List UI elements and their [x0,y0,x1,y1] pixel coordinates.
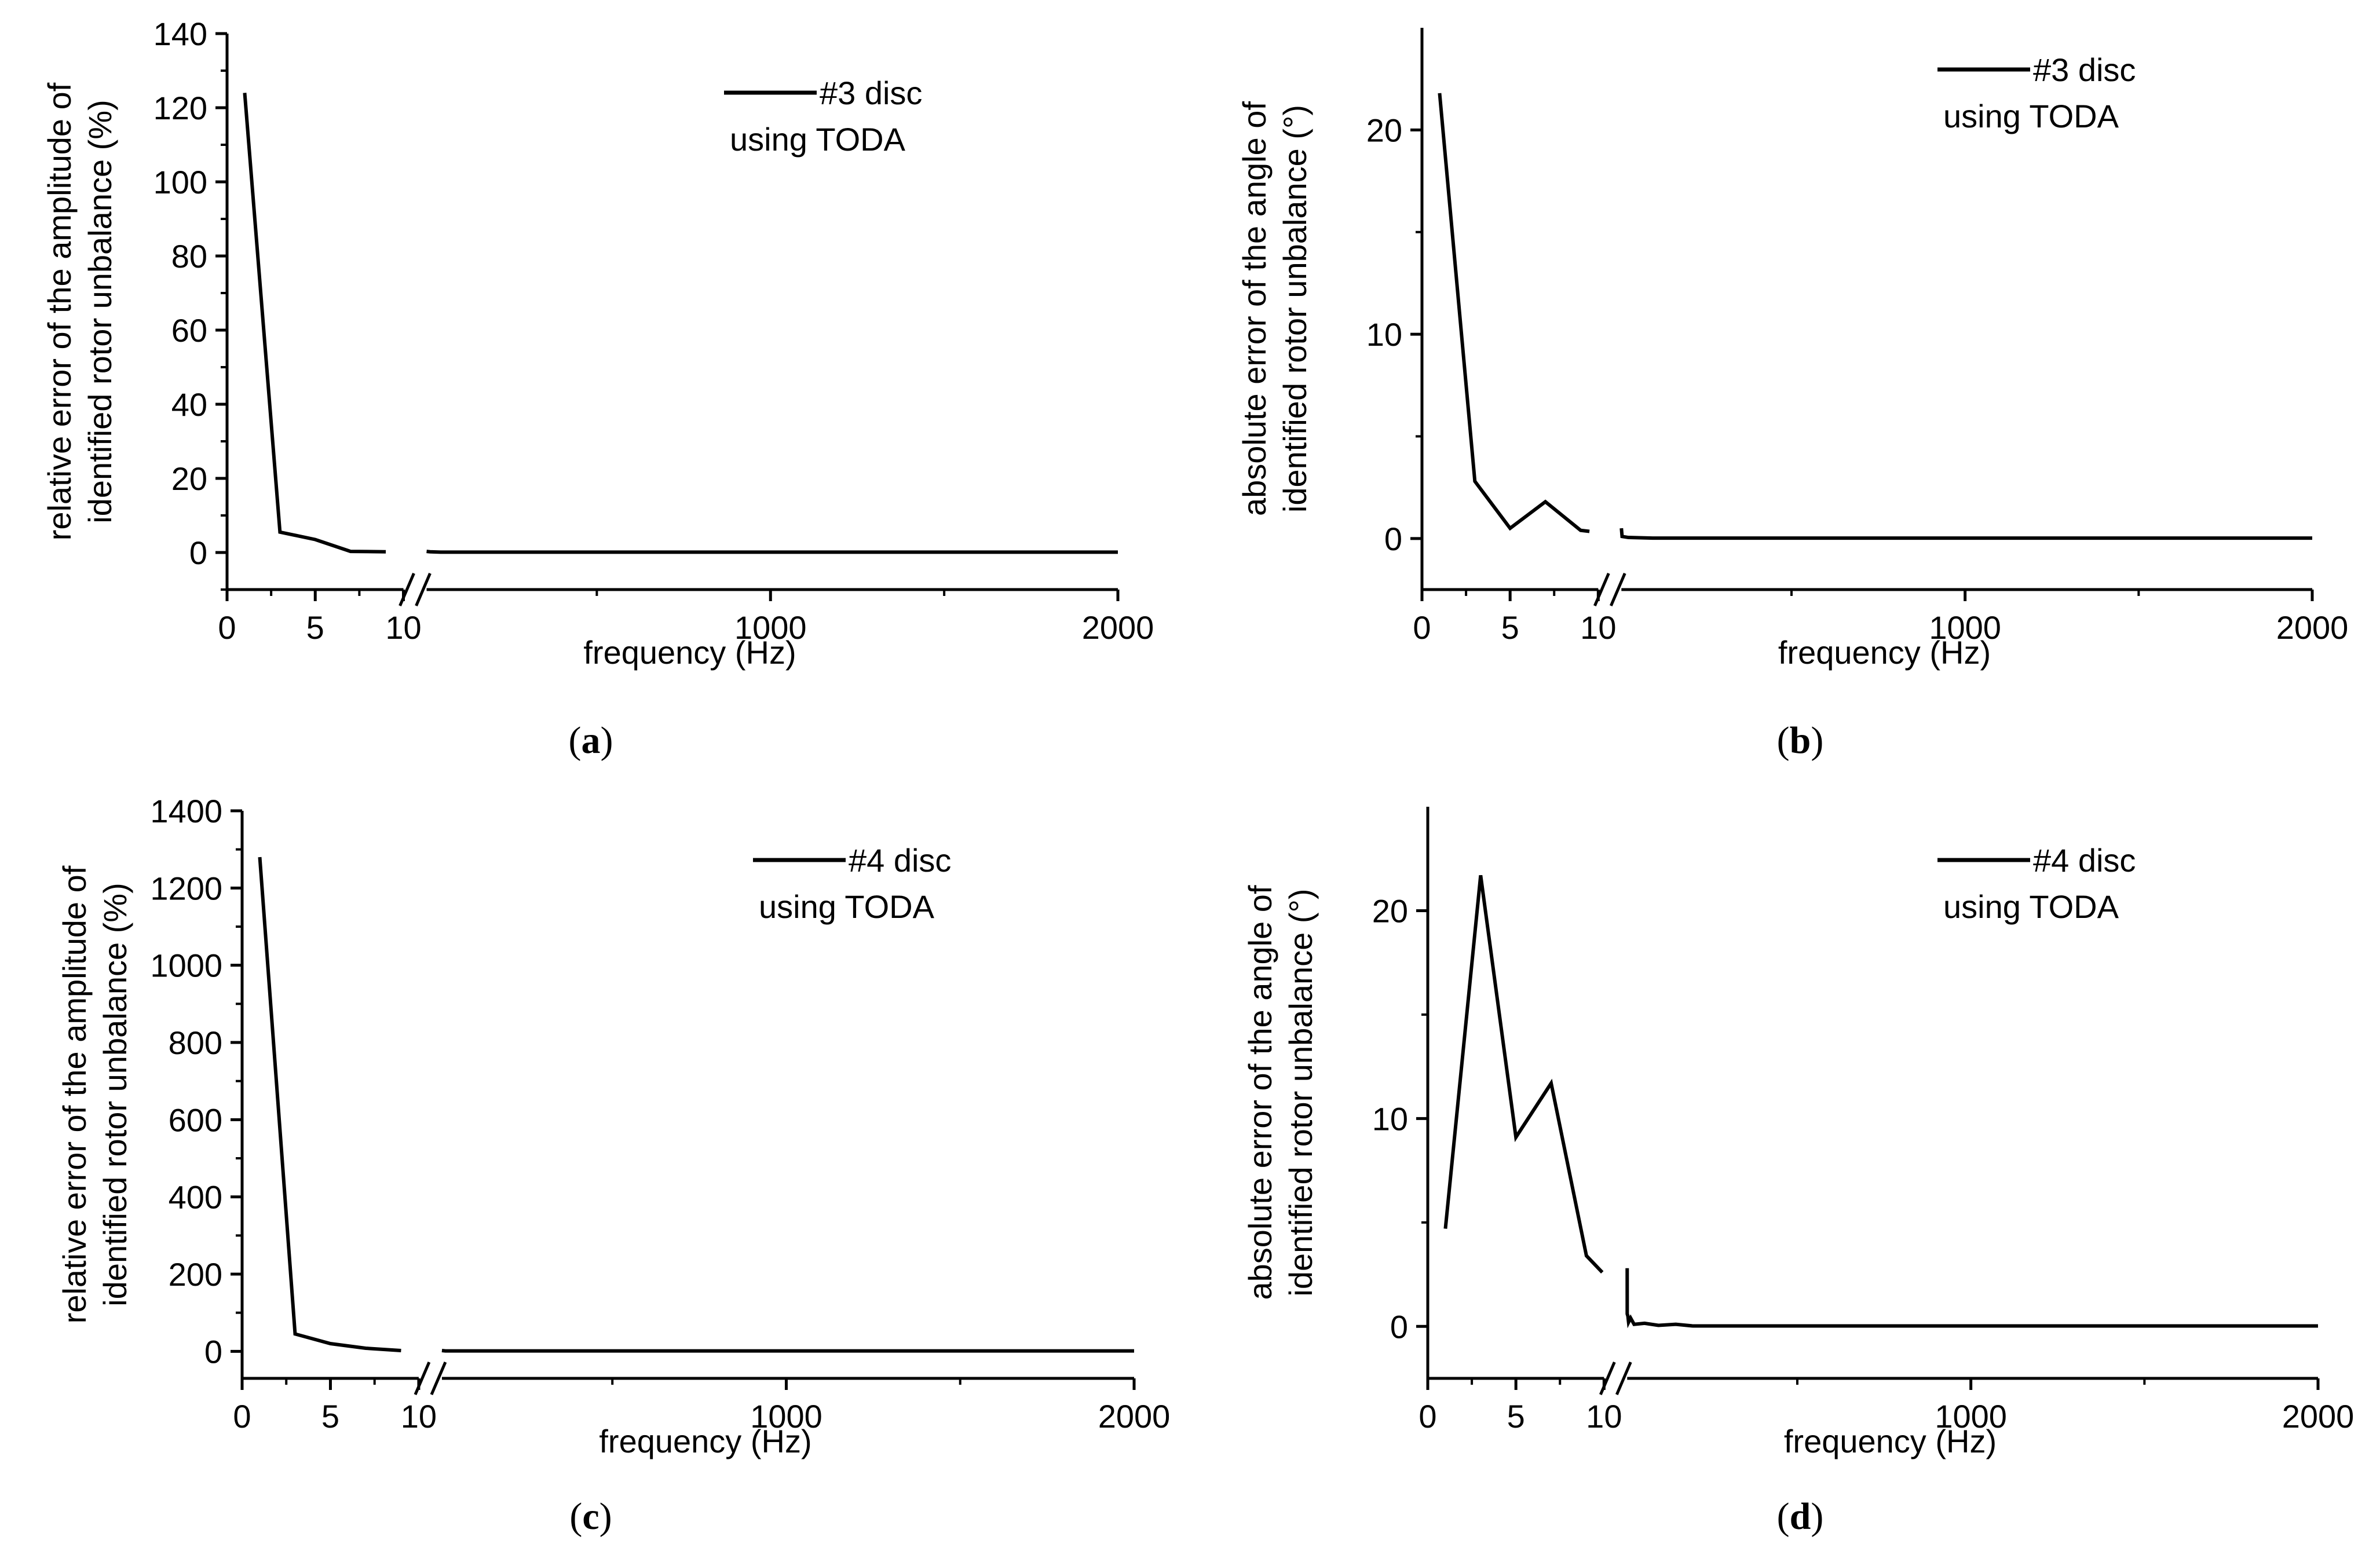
x-tick-label: 10 [385,609,421,646]
y-tick-label: 0 [204,1333,222,1370]
x-axis-label: frequency (Hz) [1778,634,1991,671]
y-axis-label-line2: identified rotor unbalance (%) [82,100,118,524]
y-tick-label: 20 [1372,892,1408,929]
x-axis-label: frequency (Hz) [583,634,796,671]
x-tick-label: 5 [1501,609,1519,646]
y-axis-label-line2: identified rotor unbalance (°) [1282,888,1319,1296]
y-axis-label-line1: absolute error of the angle of [1236,101,1273,516]
x-tick-label: 1000 [750,1398,822,1435]
x-tick-label: 10 [401,1398,437,1435]
axis-break-mark [415,573,432,606]
legend-method-label: using TODA [759,888,935,925]
x-tick-label: 1000 [1929,609,2001,646]
chart-panel-d: 0 10 20 0 5 10 1000 2000 frequency (Hz) absolute … [1242,807,2354,1459]
y-tick-label: 0 [189,535,207,571]
axis-break-mark [1615,1362,1632,1395]
chart-panel-b: 0 10 20 0 5 10 1000 2000 frequency (Hz) absolute … [1236,28,2348,671]
y-axis-label-line2: identified rotor unbalance (%) [97,883,133,1307]
x-tick-label: 2000 [2282,1398,2355,1435]
x-tick-label: 2000 [1098,1398,1171,1435]
x-tick-label: 0 [1413,609,1431,646]
y-tick-label: 600 [169,1102,222,1138]
x-tick-label: 5 [1507,1398,1525,1435]
data-line-low-segment [1443,875,1604,1274]
legend-series-label: #4 disc [2033,842,2136,879]
y-tick-label: 140 [153,16,207,52]
y-tick-label: 0 [1390,1308,1408,1345]
y-tick-label: 120 [153,90,207,126]
legend-method-label: using TODA [730,121,906,158]
y-tick-label: 200 [169,1256,222,1293]
y-axis-label-line2: identified rotor unbalance (°) [1277,105,1313,513]
y-axis-label-line1: relative error of the amplitude of [41,82,78,540]
data-line-low-segment [258,857,401,1352]
panel-label-c: (c) [569,1495,612,1538]
y-tick-label: 0 [1384,521,1402,557]
data-line-high-segment [1619,528,2312,540]
x-tick-label: 10 [1580,609,1616,646]
y-tick-label: 800 [169,1025,222,1061]
x-axis-label: frequency (Hz) [1784,1423,1997,1459]
y-tick-label: 10 [1372,1100,1408,1137]
axis-break-mark [1609,573,1626,606]
x-tick-label: 5 [321,1398,339,1435]
x-tick-label: 0 [233,1398,251,1435]
y-tick-label: 400 [169,1179,222,1216]
y-tick-label: 1200 [150,870,222,906]
x-tick-label: 1000 [1935,1398,2007,1435]
legend-method-label: using TODA [1943,888,2119,925]
y-tick-label: 1400 [150,793,222,829]
x-tick-label: 10 [1586,1398,1622,1435]
data-line-high-segment [426,550,1118,554]
data-line-low-segment [1438,93,1590,533]
y-axis-label-line1: relative error of the amplitude of [56,865,93,1323]
y-tick-label: 80 [171,238,207,275]
panel-label-b: (b) [1777,719,1824,762]
panel-label-a: (a) [569,719,613,762]
x-tick-label: 2000 [1082,609,1154,646]
x-tick-label: 0 [218,609,236,646]
axis-break-mark [430,1362,447,1395]
chart-panel-c: 0 200 400 600 800 1000 1200 1400 0 5 10 1000 2000 fre… [56,793,1170,1459]
legend-method-label: using TODA [1943,98,2119,134]
x-tick-label: 0 [1419,1398,1436,1435]
data-line-low-segment [243,93,386,554]
legend-series-label: #4 disc [849,842,951,879]
y-tick-label: 20 [171,460,207,497]
data-line-high-segment [1625,1268,2318,1329]
y-tick-label: 10 [1366,316,1402,353]
y-tick-label: 20 [1366,112,1402,148]
y-tick-label: 1000 [150,947,222,984]
y-tick-label: 40 [171,386,207,423]
x-tick-label: 5 [306,609,324,646]
x-tick-label: 1000 [734,609,807,646]
legend-series-label: #3 disc [820,75,922,111]
y-tick-label: 60 [171,312,207,349]
x-axis-label: frequency (Hz) [599,1423,811,1459]
y-tick-label: 100 [153,164,207,200]
chart-panel-a: 0 20 40 60 80 100 120 140 0 5 10 1000 2000 frequency … [41,16,1154,671]
y-axis-label-line1: absolute error of the angle of [1242,885,1278,1300]
legend-series-label: #3 disc [2033,52,2136,88]
panel-label-d: (d) [1777,1495,1824,1538]
x-tick-label: 2000 [2276,609,2349,646]
